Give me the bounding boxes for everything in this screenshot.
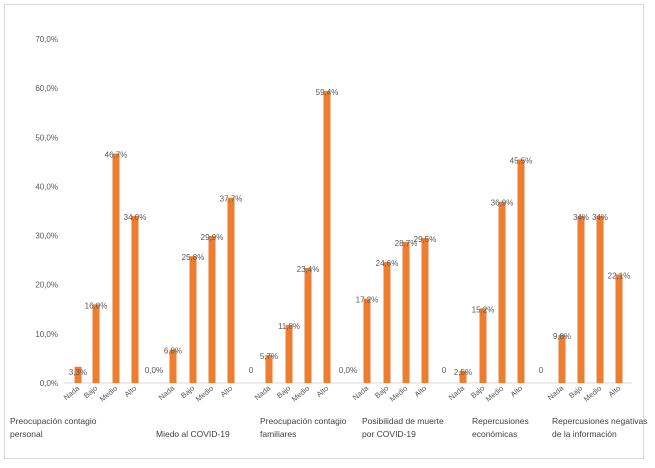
data-label: 15,2% bbox=[472, 305, 495, 314]
bar bbox=[323, 91, 331, 383]
bar bbox=[402, 241, 410, 383]
group-label: por COVID-19 bbox=[362, 429, 416, 439]
data-label: 0,0% bbox=[145, 366, 163, 375]
subcategory-label: Medio bbox=[98, 384, 119, 404]
data-label: 34% bbox=[573, 213, 589, 222]
bar bbox=[304, 268, 312, 383]
bar bbox=[208, 236, 216, 383]
subcategory-label: Nada bbox=[253, 383, 273, 402]
bar bbox=[615, 274, 623, 383]
data-label: 59,4% bbox=[316, 88, 339, 97]
group-label: Repercusiones negativas bbox=[552, 416, 647, 426]
subcategory-label: Alto bbox=[315, 384, 331, 399]
y-tick-label: 60,0% bbox=[35, 84, 58, 93]
subcategory-label: Nada bbox=[546, 383, 566, 402]
data-label: 17,2% bbox=[356, 295, 379, 304]
data-label: 23,4% bbox=[297, 265, 320, 274]
data-label: 34% bbox=[592, 213, 608, 222]
subcategory-label: Medio bbox=[582, 384, 603, 404]
data-label: 11,8% bbox=[278, 322, 300, 331]
bar bbox=[479, 308, 487, 383]
group-label: Preocupación contagio bbox=[10, 416, 97, 426]
y-tick-label: 20,0% bbox=[35, 281, 58, 290]
subcategory-label: Alto bbox=[607, 384, 623, 399]
bar bbox=[285, 325, 293, 383]
bar bbox=[74, 366, 82, 383]
data-label: 45,5% bbox=[510, 156, 533, 165]
bar bbox=[421, 238, 429, 383]
subcategory-label: Medio bbox=[194, 384, 215, 404]
subcategory-label: Bajo bbox=[82, 384, 99, 401]
bar bbox=[227, 197, 235, 383]
bar bbox=[131, 215, 139, 383]
bar bbox=[459, 370, 467, 383]
data-label: 25,8% bbox=[182, 253, 205, 262]
data-label: 36,9% bbox=[491, 199, 514, 208]
bar bbox=[383, 262, 391, 383]
data-label: 22,1% bbox=[608, 271, 631, 280]
data-label: 16,0% bbox=[85, 301, 108, 310]
group-label: económicas bbox=[472, 429, 517, 439]
bar bbox=[596, 215, 604, 383]
data-label: 9,8% bbox=[553, 332, 571, 341]
data-label: 0 bbox=[249, 366, 254, 375]
group-label: Miedo al COVID-19 bbox=[156, 429, 230, 439]
data-label: 2,5% bbox=[454, 368, 472, 377]
subcategory-label: Medio bbox=[290, 384, 311, 404]
data-label: 6,8% bbox=[164, 347, 182, 356]
group-label: familiares bbox=[260, 429, 296, 439]
group-label: Repercusiones bbox=[472, 416, 529, 426]
bar bbox=[558, 334, 566, 383]
y-tick-label: 70,0% bbox=[35, 35, 58, 44]
data-label: 0,0% bbox=[339, 366, 357, 375]
y-tick-label: 40,0% bbox=[35, 182, 58, 191]
subcategory-label: Nada bbox=[447, 383, 467, 402]
bar bbox=[169, 349, 177, 383]
subcategory-label: Nada bbox=[62, 383, 82, 402]
data-label: 34,0% bbox=[124, 213, 147, 222]
bar bbox=[265, 354, 273, 383]
group-label: personal bbox=[10, 429, 43, 439]
subcategory-label: Nada bbox=[351, 383, 371, 402]
subcategory-label: Medio bbox=[388, 384, 409, 404]
bar bbox=[363, 298, 371, 383]
subcategory-label: Nada bbox=[157, 383, 177, 402]
y-tick-label: 0,0% bbox=[40, 379, 58, 388]
data-label: 28,7% bbox=[395, 239, 418, 248]
subcategory-label: Alto bbox=[219, 384, 235, 399]
subcategory-label: Alto bbox=[509, 384, 525, 399]
data-label: 24,6% bbox=[376, 259, 399, 268]
group-label: Posibilidad de muerte bbox=[362, 416, 444, 426]
y-tick-label: 10,0% bbox=[35, 330, 58, 339]
chart-border bbox=[4, 4, 644, 459]
y-tick-label: 30,0% bbox=[35, 232, 58, 241]
data-label: 46,7% bbox=[105, 151, 128, 160]
group-label: Preocupación contagio bbox=[260, 416, 347, 426]
bar bbox=[498, 201, 506, 383]
data-label: 37,7% bbox=[220, 195, 243, 204]
data-label: 0 bbox=[539, 366, 544, 375]
bar bbox=[112, 153, 120, 383]
subcategory-label: Alto bbox=[413, 384, 429, 399]
data-label: 0 bbox=[442, 366, 447, 375]
subcategory-label: Medio bbox=[484, 384, 505, 404]
y-tick-label: 50,0% bbox=[35, 133, 58, 142]
bar bbox=[92, 304, 100, 383]
bar bbox=[517, 159, 525, 383]
group-label: de la información bbox=[552, 429, 617, 439]
subcategory-label: Alto bbox=[123, 384, 139, 399]
data-label: 29,9% bbox=[201, 233, 224, 242]
data-label: 29,5% bbox=[414, 235, 437, 244]
data-label: 5,7% bbox=[260, 352, 278, 361]
bar bbox=[189, 256, 197, 383]
data-label: 3,3% bbox=[69, 368, 87, 377]
bar bbox=[577, 215, 585, 383]
